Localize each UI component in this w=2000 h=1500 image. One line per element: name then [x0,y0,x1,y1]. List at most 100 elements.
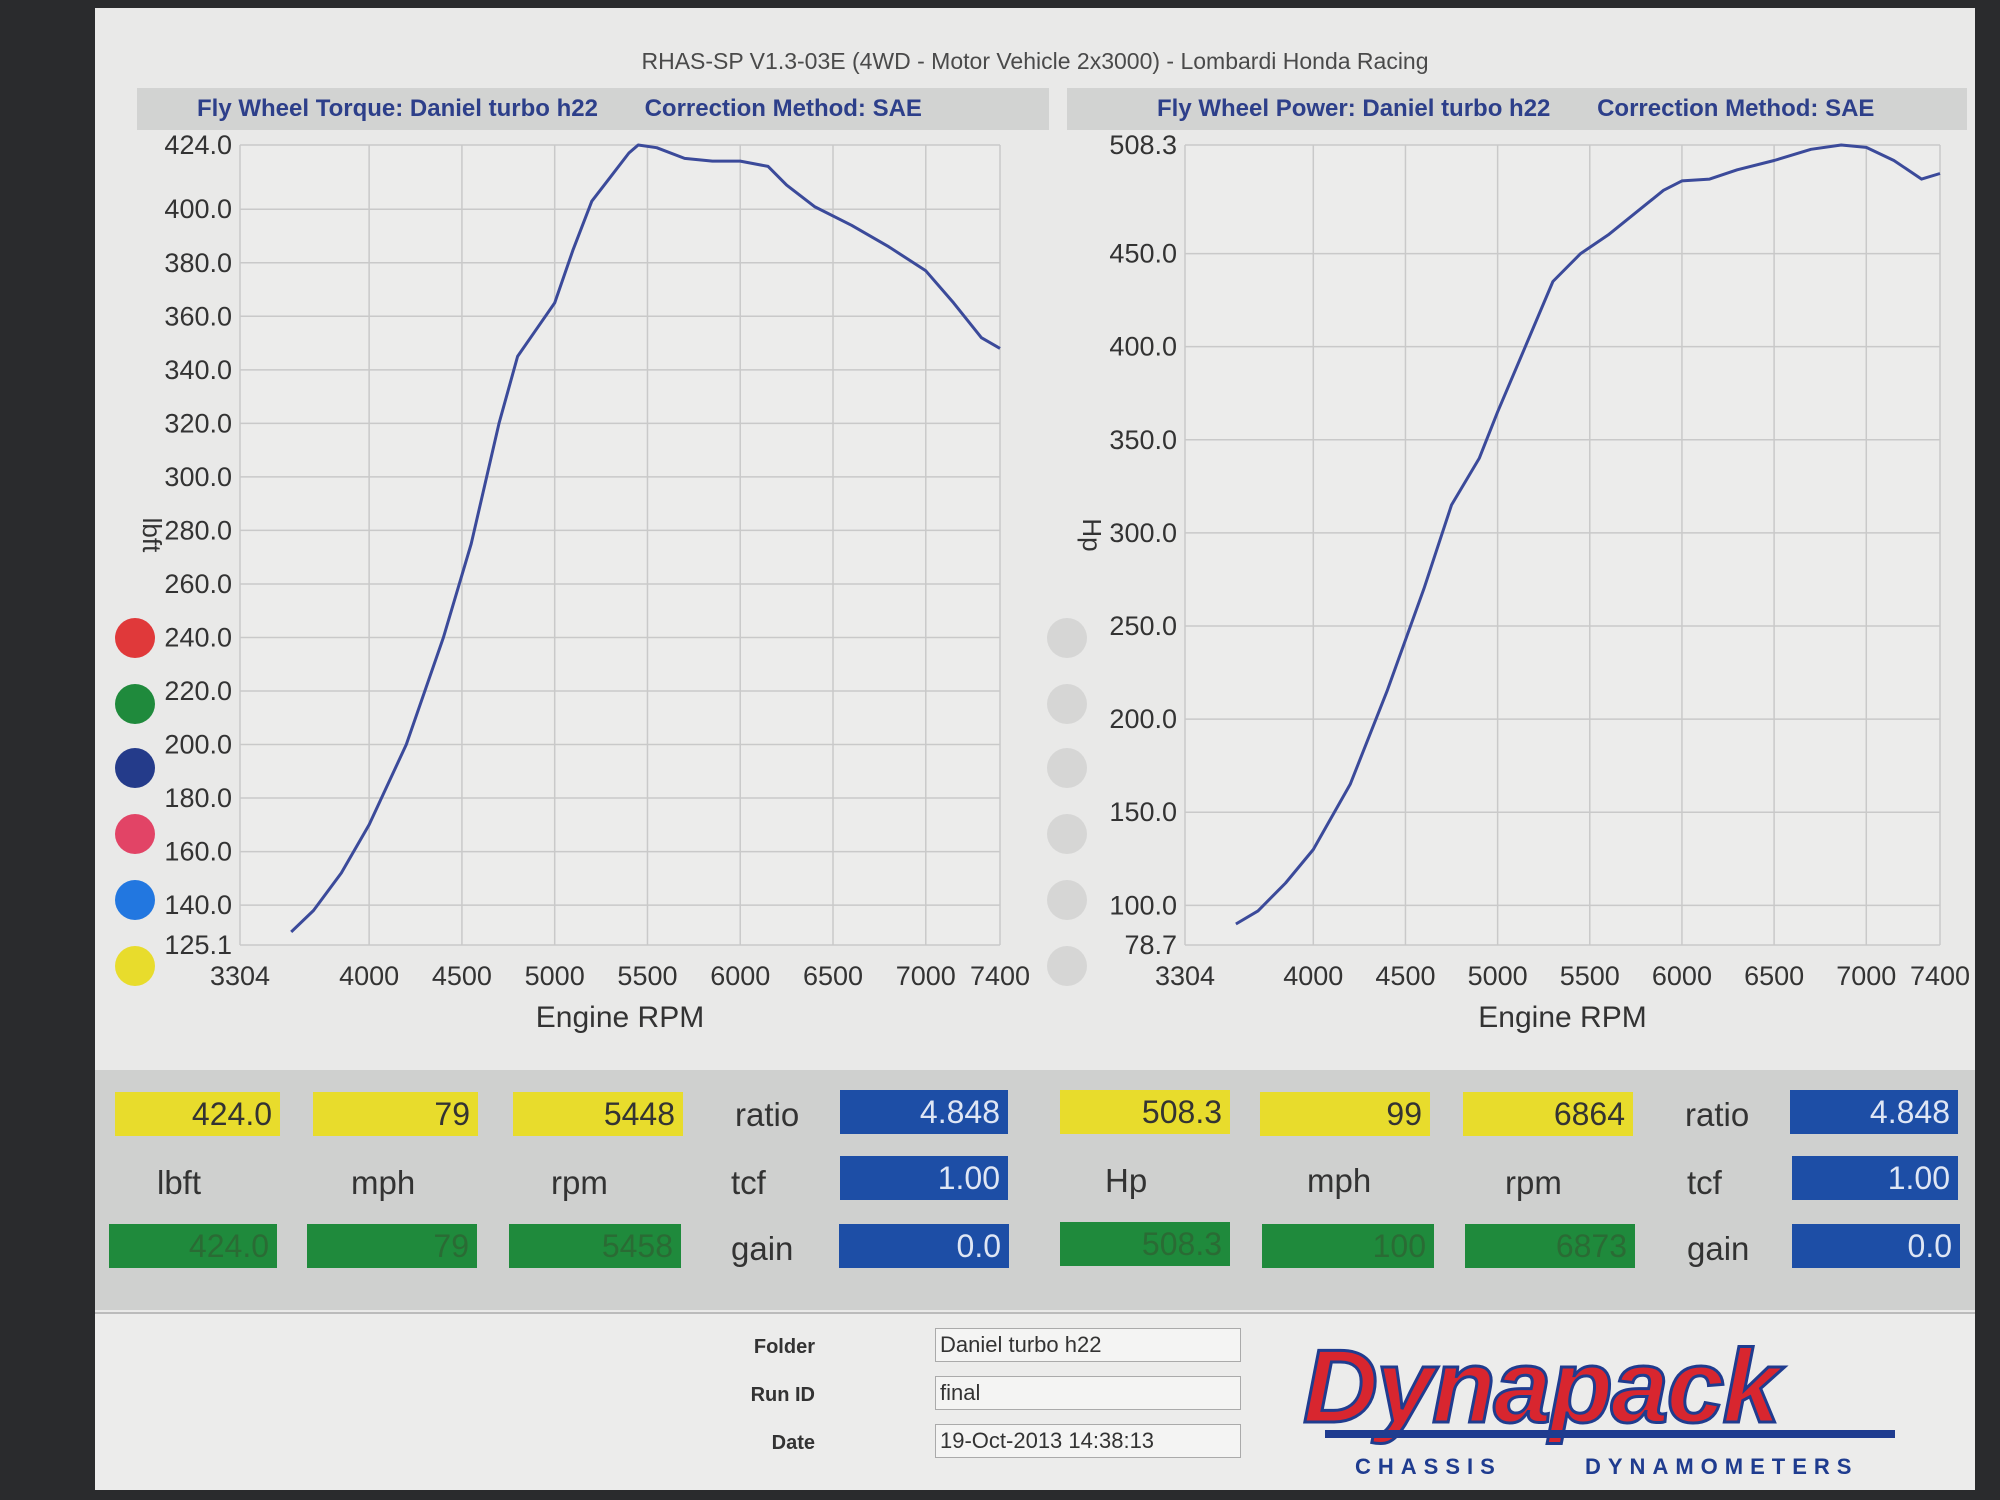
run-info-footer: Folder Daniel turbo h22 Run ID final Dat… [95,1312,1975,1490]
torque-unit-label: lbft [157,1164,202,1201]
x-tick-label: 7000 [1836,961,1896,991]
y-tick-label: 300.0 [164,462,232,492]
legend-dot-empty[interactable] [1047,880,1087,920]
torque-gain-label: gain [731,1230,794,1267]
dyno-sheet: RHAS-SP V1.3-03E (4WD - Motor Vehicle 2x… [95,8,1975,1490]
x-tick-label: 6000 [1652,961,1712,991]
y-tick-label: 200.0 [1109,704,1177,734]
power-gain-label: gain [1687,1230,1750,1267]
legend-dot-empty[interactable] [1047,684,1087,724]
plot-area [1185,145,1940,945]
legend-dot[interactable] [115,946,155,986]
legend-dot[interactable] [115,618,155,658]
logo-wordmark: Dynapack [1303,1329,1786,1445]
series-line [290,143,1001,933]
torque-ratio-label: ratio [735,1096,800,1133]
x-tick-label: 6000 [710,961,770,991]
torque-cursor-mph: 79 [307,1224,477,1268]
dynapack-logo: Dynapack CHASSIS DYNAMOMETERS [1302,1328,1895,1479]
y-tick-label: 450.0 [1109,239,1177,269]
y-tick-label: 320.0 [164,408,232,438]
logo-dynamometers: DYNAMOMETERS [1585,1454,1858,1479]
torque-peak-rpm: 5448 [513,1092,683,1136]
torque-chart: 125.1 140.0 160.0 180.0 200.0 220.0 240.0 260.0… [137,130,1030,1034]
y-tick-label: 508.3 [1109,130,1177,160]
y-tick-label: 125.1 [164,930,232,960]
y-tick-label: 140.0 [164,890,232,920]
x-tick-label: 5000 [525,961,585,991]
power-chart: 78.7 100.0 150.0 200.0 250.0 300.0 350.0 400.0 4… [1077,130,1970,1034]
y-tick-label: 400.0 [1109,332,1177,362]
power-mph-label: mph [1307,1162,1372,1199]
date-label: Date [771,1432,815,1454]
power-gain-value: 0.0 [1792,1224,1960,1268]
legend-dot[interactable] [115,684,155,724]
x-tick-label: 4500 [432,961,492,991]
x-tick-label: 5500 [1560,961,1620,991]
power-ratio-value: 4.848 [1790,1090,1958,1134]
power-panel-heading: Fly Wheel Power: Daniel turbo h22 Correc… [1067,88,1967,130]
power-ratio-label: ratio [1685,1096,1750,1133]
y-tick-label: 250.0 [1109,611,1177,641]
x-axis-label: Engine RPM [536,1001,704,1034]
y-tick-label: 160.0 [164,837,232,867]
x-tick-label: 3304 [1155,961,1215,991]
sheet-title: RHAS-SP V1.3-03E (4WD - Motor Vehicle 2x… [641,48,1429,74]
readout-panel: 424.0 79 5448 ratio 4.848 lbft mph rpm t… [95,1070,1975,1310]
y-tick-label: 380.0 [164,248,232,278]
runid-label: Run ID [750,1384,815,1406]
x-tick-label: 4500 [1375,961,1435,991]
torque-mph-label: mph [351,1164,416,1201]
torque-rpm-label: rpm [551,1164,608,1201]
legend-dot-empty[interactable] [1047,814,1087,854]
power-cursor-mph: 100 [1262,1224,1434,1268]
legend-dot[interactable] [115,880,155,920]
torque-cursor-rpm: 5458 [509,1224,681,1268]
x-tick-label: 7400 [1910,961,1970,991]
torque-tcf-value: 1.00 [840,1156,1008,1200]
y-tick-label: 200.0 [164,730,232,760]
y-tick-label: 78.7 [1124,930,1177,960]
y-tick-label: 220.0 [164,676,232,706]
x-tick-label: 5500 [617,961,677,991]
y-tick-label: 150.0 [1109,797,1177,827]
torque-heading: Fly Wheel Torque: Daniel turbo h22 [197,95,598,122]
x-tick-label: 5000 [1468,961,1528,991]
y-tick-label: 400.0 [164,194,232,224]
date-value: 19-Oct-2013 14:38:13 [935,1424,1241,1458]
torque-peak-mph: 79 [313,1092,478,1136]
legend-dot[interactable] [115,814,155,854]
power-peak-mph: 99 [1260,1092,1430,1136]
plot-area [240,145,1000,945]
x-tick-label: 4000 [339,961,399,991]
folder-label: Folder [753,1336,815,1358]
y-tick-label: 300.0 [1109,518,1177,548]
x-tick-label: 6500 [803,961,863,991]
torque-gain-value: 0.0 [839,1224,1009,1268]
power-tcf-label: tcf [1687,1164,1722,1201]
y-tick-label: 180.0 [164,783,232,813]
legend-dot-empty[interactable] [1047,618,1087,658]
y-tick-label: 260.0 [164,569,232,599]
power-cursor-rpm: 6873 [1465,1224,1635,1268]
legend-dot[interactable] [115,748,155,788]
x-tick-label: 3304 [210,961,270,991]
power-correction: Correction Method: SAE [1597,95,1875,122]
x-tick-label: 4000 [1283,961,1343,991]
y-axis-label: lbft [137,518,167,553]
x-tick-label: 6500 [1744,961,1804,991]
legend-dot-empty[interactable] [1047,946,1087,986]
power-unit-label: Hp [1105,1162,1148,1199]
x-tick-label: 7000 [896,961,956,991]
power-tcf-value: 1.00 [1792,1156,1958,1200]
y-tick-label: 280.0 [164,515,232,545]
series-line [1235,143,1941,926]
y-tick-label: 100.0 [1109,890,1177,920]
y-axis-label: Hp [1077,518,1107,551]
runid-value: final [935,1376,1241,1410]
power-rpm-label: rpm [1505,1164,1562,1201]
legend-dot-empty[interactable] [1047,748,1087,788]
torque-tcf-label: tcf [731,1164,766,1201]
y-tick-label: 360.0 [164,301,232,331]
logo-chassis: CHASSIS [1355,1454,1502,1479]
